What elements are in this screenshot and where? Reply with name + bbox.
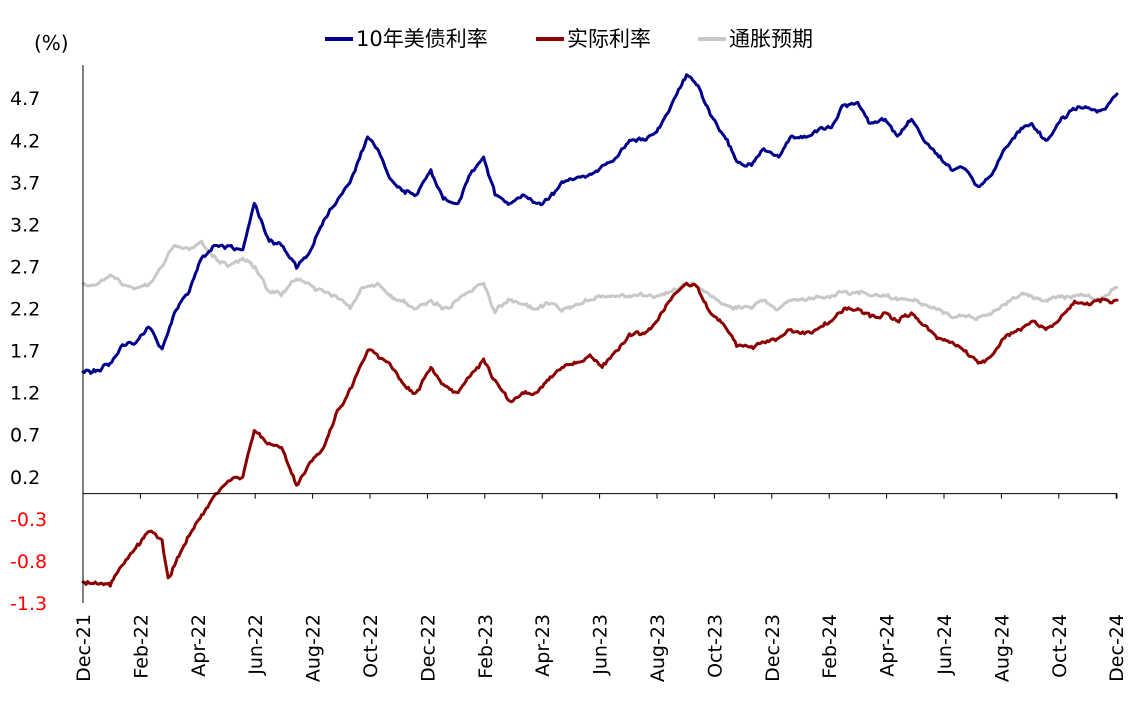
x-tick-label: Dec-23 xyxy=(762,614,784,682)
x-tick-label: Feb-22 xyxy=(130,614,152,679)
x-tick-label: Dec-21 xyxy=(73,614,95,682)
axes xyxy=(82,65,1117,603)
legend-item-10y-treasury: 10年美债利率 xyxy=(325,27,488,51)
y-axis-ticks: 4.7 4.2 3.7 3.2 2.7 2.2 1.7 1.2 0.7 0.2 -0.3 -0.8 -1… xyxy=(10,88,47,615)
y-tick-label: 4.7 xyxy=(10,88,40,110)
x-tick-label: Dec-24 xyxy=(1106,614,1128,682)
series-layer xyxy=(81,73,1119,588)
x-tick-label: Apr-22 xyxy=(188,614,210,677)
series-line-10y-treasury xyxy=(81,73,1119,375)
x-tick-label: Feb-23 xyxy=(475,614,497,679)
y-tick-label: 0.2 xyxy=(10,467,40,489)
legend-label-10y-treasury: 10年美债利率 xyxy=(356,27,488,51)
x-tick-label: Dec-22 xyxy=(417,614,439,682)
y-tick-label: 1.2 xyxy=(10,383,40,405)
x-tick-label: Apr-24 xyxy=(877,614,899,677)
y-tick-label: 4.2 xyxy=(10,130,40,152)
y-unit-label: (%) xyxy=(34,31,69,55)
x-tick-label: Apr-23 xyxy=(532,614,554,677)
x-tick-label: Feb-24 xyxy=(819,614,841,679)
y-tick-label: -0.3 xyxy=(10,509,47,531)
legend: 10年美债利率 实际利率 通胀预期 xyxy=(325,27,813,51)
x-tick-label: Oct-23 xyxy=(704,614,726,678)
y-tick-label: 2.7 xyxy=(10,257,40,279)
y-tick-label: -1.3 xyxy=(10,593,47,615)
legend-item-real-rate: 实际利率 xyxy=(536,27,651,51)
y-tick-label: 3.2 xyxy=(10,214,40,236)
x-tick-label: Oct-22 xyxy=(360,614,382,678)
x-tick-label: Aug-24 xyxy=(991,614,1013,682)
y-tick-label: -0.8 xyxy=(10,551,47,573)
series-line-real-rate xyxy=(81,281,1119,588)
x-tick-label: Jun-23 xyxy=(590,614,612,676)
x-tick-label: Oct-24 xyxy=(1049,614,1071,678)
legend-item-inflation-expectation: 通胀预期 xyxy=(698,27,813,51)
series-line-inflation-expectation xyxy=(81,239,1119,322)
x-tick-label: Aug-22 xyxy=(303,614,325,682)
legend-label-inflation-expectation: 通胀预期 xyxy=(729,27,813,51)
x-tick-label: Jun-22 xyxy=(245,614,267,676)
y-tick-label: 1.7 xyxy=(10,341,40,363)
x-tick-label: Aug-23 xyxy=(647,614,669,682)
y-tick-label: 2.2 xyxy=(10,299,40,321)
x-axis-ticks: Dec-21 Feb-22 Apr-22 Jun-22 Aug-22 Oct-22 Dec-… xyxy=(73,493,1128,682)
x-tick-label: Jun-24 xyxy=(934,614,956,676)
y-tick-label: 3.7 xyxy=(10,172,40,194)
y-tick-label: 0.7 xyxy=(10,425,40,447)
legend-label-real-rate: 实际利率 xyxy=(567,27,651,51)
